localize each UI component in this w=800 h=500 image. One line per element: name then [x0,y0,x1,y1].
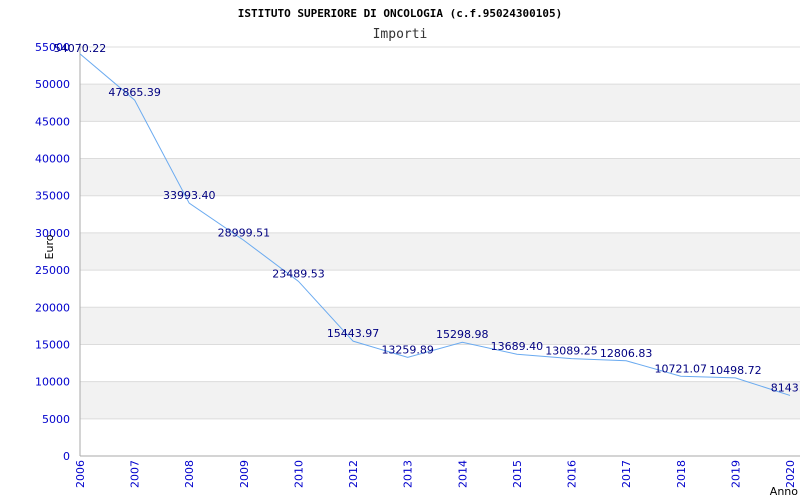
series-line-group [79,53,791,396]
grid-band [80,232,800,271]
x-tick-label: 2017 [620,460,633,488]
y-tick-label: 0 [63,450,70,463]
y-tick-label: 5000 [42,413,70,426]
data-label: 10721.07 [655,362,708,375]
grid-band [80,307,800,345]
x-tick-label: 2010 [292,460,305,488]
y-tick-labels: 0 5000 10000 15000 20000 25000 30000 35000 40000… [35,41,70,463]
data-label: 47865.39 [108,86,161,99]
axes [79,43,800,457]
x-tick-label: 2018 [675,460,688,488]
x-tick-label: 2016 [566,460,579,488]
x-tick-label: 2006 [74,460,87,488]
grid-band [80,158,800,196]
gridlines [80,46,800,457]
x-tick-label: 2009 [238,460,251,488]
y-tick-label: 15000 [35,338,70,351]
x-tick-label: 2012 [347,460,360,488]
data-label: 15443.97 [327,327,380,340]
chart-subtitle: Importi [373,27,428,42]
y-tick-label: 20000 [35,301,70,314]
x-tick-label: 2013 [402,460,415,488]
x-tick-label: 2019 [729,460,742,488]
series-line [79,53,791,396]
y-tick-label: 30000 [35,227,70,240]
data-label: 28999.51 [218,226,271,239]
y-tick-label: 35000 [35,190,70,203]
grid-band [80,381,800,419]
data-label: 15298.98 [436,328,489,341]
grid-bands [80,84,800,419]
data-label: 33993.40 [163,189,216,202]
y-tick-label: 10000 [35,376,70,389]
y-tick-label: 55000 [35,41,70,54]
x-tick-label: 2008 [183,460,196,488]
y-tick-label: 45000 [35,115,70,128]
data-label: 8143.9 [771,381,800,394]
y-tick-label: 25000 [35,264,70,277]
x-tick-label: 2020 [784,460,797,488]
y-axis-label: Euro [43,234,56,259]
x-tick-label: 2014 [456,460,469,488]
x-axis-label: Anno [770,485,798,498]
x-tick-label: 2015 [511,460,524,488]
data-label: 10498.72 [709,364,762,377]
grid-band [80,84,800,122]
chart-title: ISTITUTO SUPERIORE DI ONCOLOGIA (c.f.950… [238,7,563,20]
data-label: 13689.40 [491,340,544,353]
y-tick-label: 50000 [35,78,70,91]
data-label: 13089.25 [545,345,598,358]
data-label: 23489.53 [272,267,325,280]
data-label: 13259.89 [381,343,434,356]
x-tick-labels: 2006 2007 2008 2009 2010 2012 2013 2014 2015 2016… [74,460,797,488]
data-labels: 54070.22 47865.39 33993.40 28999.51 23489.53… [54,42,800,395]
x-tick-label: 2007 [129,460,142,488]
y-tick-label: 40000 [35,153,70,166]
data-label: 12806.83 [600,347,653,360]
data-label: 54070.22 [54,42,107,55]
